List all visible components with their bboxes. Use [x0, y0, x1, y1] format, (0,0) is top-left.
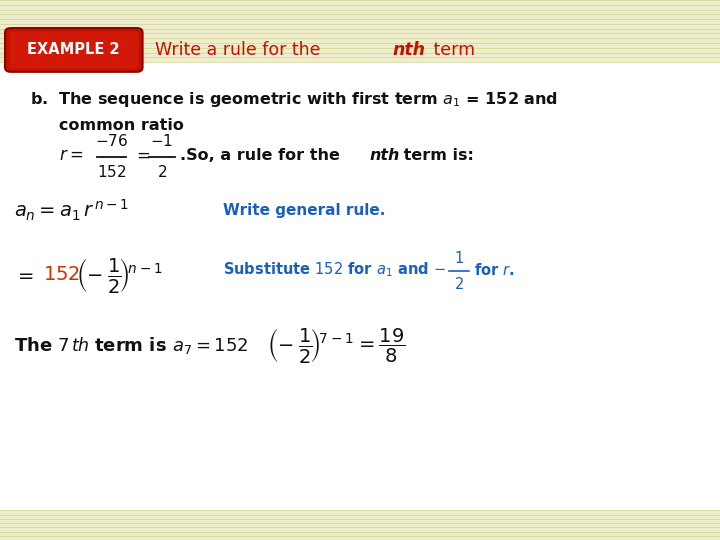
Bar [0, 47, 720, 52]
FancyBboxPatch shape [5, 28, 143, 72]
Text: for $r$.: for $r$. [474, 262, 515, 278]
Bar [0, 11, 720, 16]
Text: nth: nth [392, 41, 426, 59]
Text: $=$: $=$ [133, 147, 150, 164]
Text: $th$: $th$ [71, 336, 89, 355]
Text: $r =$: $r =$ [59, 147, 84, 164]
Text: term is $\mathit{a}_7 = 152$: term is $\mathit{a}_7 = 152$ [88, 335, 248, 356]
Text: $= $: $= $ [14, 266, 35, 285]
FancyBboxPatch shape [9, 31, 138, 69]
Text: $152$: $152$ [96, 164, 127, 180]
Text: $-1$: $-1$ [150, 133, 174, 149]
Text: $2$: $2$ [454, 276, 464, 293]
Text: Write a rule for the: Write a rule for the [155, 41, 325, 59]
Bar [0, 42, 720, 46]
Text: $\!\left(\!-\dfrac{1}{2}\!\right)^{\!7-1}$: $\!\left(\!-\dfrac{1}{2}\!\right)^{\!7-1… [269, 326, 354, 365]
Bar [0, 52, 720, 57]
Text: term: term [428, 41, 475, 59]
Text: $2$: $2$ [157, 164, 167, 180]
Text: EXAMPLE 2: EXAMPLE 2 [27, 43, 120, 57]
Text: common ratio: common ratio [59, 118, 184, 133]
Text: $-76$: $-76$ [95, 133, 128, 149]
Bar [0, 510, 720, 540]
Bar [0, 1, 720, 5]
Text: $\!\left(\!-\dfrac{1}{2}\!\right)^{\!n-1}$: $\!\left(\!-\dfrac{1}{2}\!\right)^{\!n-1… [78, 256, 163, 295]
Text: Write general rule.: Write general rule. [223, 203, 386, 218]
Text: term is:: term is: [398, 148, 474, 163]
Text: Substitute $152$ for $\mathit{a}_1$ and $-$: Substitute $152$ for $\mathit{a}_1$ and … [223, 261, 446, 279]
Text: The $7$: The $7$ [14, 336, 70, 355]
Bar [0, 16, 720, 21]
Bar [0, 26, 720, 31]
Bar [0, 0, 720, 62]
Bar [0, 37, 720, 42]
Bar [0, 21, 720, 26]
Text: $= \dfrac{19}{8}$: $= \dfrac{19}{8}$ [355, 327, 405, 364]
Text: $152$: $152$ [43, 266, 81, 285]
Text: $1$: $1$ [454, 249, 464, 266]
Bar [0, 31, 720, 36]
Text: .So, a rule for the: .So, a rule for the [180, 148, 346, 163]
Text: nth: nth [369, 148, 400, 163]
Bar [0, 5, 720, 10]
Text: b.  The sequence is geometric with first term $\mathit{a}_1$ = 152 and: b. The sequence is geometric with first … [30, 90, 558, 110]
Text: $a_n = \mathit{a}_1\, r^{\,n-1}$: $a_n = \mathit{a}_1\, r^{\,n-1}$ [14, 198, 130, 223]
Bar [0, 57, 720, 62]
